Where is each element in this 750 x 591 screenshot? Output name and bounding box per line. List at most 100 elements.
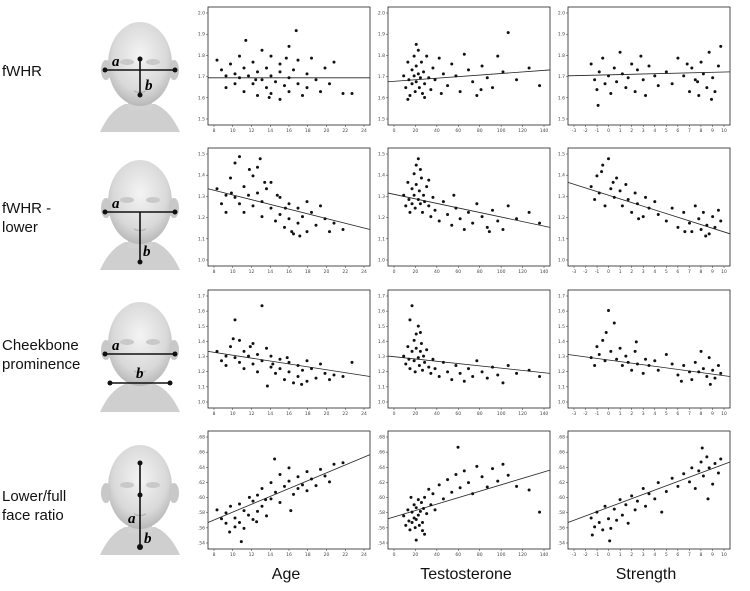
data-point xyxy=(635,362,639,366)
x-tick-label: 0 xyxy=(393,128,396,134)
data-point xyxy=(719,44,723,48)
data-point xyxy=(298,234,302,238)
data-point xyxy=(630,368,634,372)
data-point xyxy=(515,484,519,488)
data-point xyxy=(301,483,304,487)
data-point xyxy=(412,359,416,363)
data-point xyxy=(527,368,531,372)
data-point xyxy=(417,86,421,90)
data-point xyxy=(682,74,686,78)
data-point xyxy=(480,475,484,479)
data-point xyxy=(427,365,431,369)
data-point xyxy=(407,519,411,523)
data-point xyxy=(501,462,505,466)
y-tick-label: 1.9 xyxy=(378,32,385,38)
data-point xyxy=(618,346,622,350)
data-point xyxy=(410,82,414,86)
data-point xyxy=(412,74,416,78)
data-point xyxy=(251,499,255,503)
data-point xyxy=(501,70,505,74)
data-point xyxy=(301,368,304,372)
y-tick-label: 1.7 xyxy=(558,294,565,300)
data-point xyxy=(247,513,250,517)
data-point xyxy=(238,502,241,506)
data-point xyxy=(265,346,268,350)
data-point xyxy=(620,513,624,517)
face-letter-b: b xyxy=(136,366,144,382)
data-point xyxy=(660,510,664,514)
x-tick-label: 8 xyxy=(699,128,702,134)
x-tick-label: 0 xyxy=(607,411,610,417)
y-tick-label: 1.8 xyxy=(558,53,565,59)
x-tick-label: -3 xyxy=(572,411,577,417)
data-point xyxy=(292,492,295,496)
data-point xyxy=(423,95,427,99)
data-point xyxy=(231,337,235,341)
data-point xyxy=(408,94,412,97)
scatter-fwhr-lower-strength: -3 -2 -1 0 1 2 3 4 5 6 7 8 9 10 1.0 1.1 1.2 1.3 1.4 1.5 xyxy=(558,144,734,275)
trend-line xyxy=(387,69,551,83)
data-point xyxy=(647,206,651,210)
data-point xyxy=(260,200,264,204)
plot-frame xyxy=(207,289,371,409)
data-point xyxy=(224,86,228,90)
y-tick-label: 1.0 xyxy=(558,258,565,264)
data-point xyxy=(501,228,505,232)
data-point xyxy=(301,215,304,219)
scatter-cheekbone-strength: -3 -2 -1 0 1 2 3 4 5 6 7 8 9 10 1.0 1.1 1.2 1.3 1.4 1.5 1.6 1… xyxy=(558,286,734,417)
data-point xyxy=(417,364,421,368)
data-point xyxy=(690,230,694,234)
data-point xyxy=(416,72,420,76)
data-point xyxy=(700,446,704,450)
data-point xyxy=(595,510,599,514)
data-point xyxy=(607,517,610,521)
y-tick-label: 1.5 xyxy=(558,117,565,123)
data-point xyxy=(283,225,286,229)
data-point xyxy=(618,50,622,54)
data-point xyxy=(589,516,593,520)
data-point xyxy=(713,376,717,380)
data-point xyxy=(278,62,282,66)
data-point xyxy=(618,498,622,502)
data-point xyxy=(287,217,291,221)
data-point xyxy=(323,66,327,70)
data-point xyxy=(274,219,277,223)
data-point xyxy=(506,473,510,477)
y-tick-label: .68 xyxy=(378,435,385,441)
data-point xyxy=(287,360,291,364)
data-point xyxy=(626,521,630,525)
data-point xyxy=(273,457,277,461)
scatter-fwhr-age: 8 10 12 14 16 18 20 22 24 1.5 1.6 1.7 1.8 1.9 2.0 xyxy=(198,3,374,134)
data-point xyxy=(496,54,500,58)
y-tick-label: 2.0 xyxy=(378,11,385,17)
x-tick-label: 8 xyxy=(699,411,702,417)
data-point xyxy=(423,360,427,364)
data-point xyxy=(471,492,475,496)
data-point xyxy=(314,223,318,227)
data-point xyxy=(265,187,268,191)
data-point xyxy=(630,210,634,214)
data-point xyxy=(647,64,651,68)
x-tick-label: 7 xyxy=(688,552,691,558)
data-point xyxy=(305,359,309,363)
face-letter-a: a xyxy=(112,196,120,212)
data-point xyxy=(515,217,519,221)
data-point xyxy=(427,487,431,491)
data-point xyxy=(269,481,273,485)
y-tick-label: 1.5 xyxy=(558,152,565,158)
x-tick-label: 8 xyxy=(213,552,216,558)
data-point xyxy=(420,92,424,96)
data-point xyxy=(341,228,345,232)
data-point xyxy=(697,94,701,97)
data-point xyxy=(707,232,711,236)
data-point xyxy=(323,217,327,221)
data-point xyxy=(454,206,458,210)
x-tick-label: 120 xyxy=(518,269,527,275)
data-point xyxy=(247,74,250,78)
x-tick-label: 24 xyxy=(361,411,367,417)
data-point xyxy=(269,92,273,96)
x-tick-label: 10 xyxy=(721,411,727,417)
data-point xyxy=(233,195,237,199)
y-tick-label: 1.5 xyxy=(198,117,205,123)
data-point xyxy=(242,509,246,513)
